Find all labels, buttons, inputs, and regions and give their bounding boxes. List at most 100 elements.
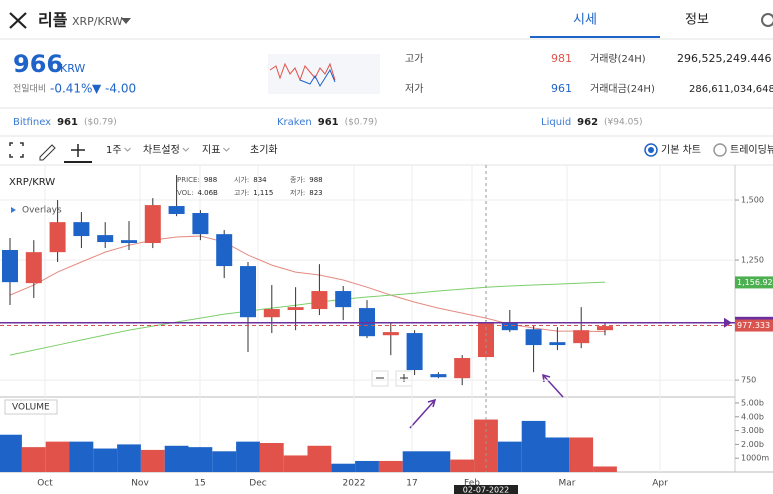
candle-body xyxy=(311,291,328,310)
candle-body xyxy=(2,249,18,283)
y-tick-label: 1,250 xyxy=(741,256,764,265)
volume-label: VOLUME xyxy=(12,403,50,413)
info-label: 고가: xyxy=(234,188,249,197)
info-value: 823 xyxy=(309,189,322,197)
volume-bar xyxy=(593,466,617,472)
candle-body xyxy=(25,252,42,284)
x-tick-label: Feb xyxy=(464,479,480,489)
volume-bar xyxy=(212,451,237,472)
price-label-bg xyxy=(735,319,773,332)
pair: XRP/KRW xyxy=(72,15,123,28)
candle-body xyxy=(216,234,233,267)
stat-value: 961 xyxy=(551,82,572,95)
dropdown-caret xyxy=(182,147,190,152)
stat-label: 거래대금(24H) xyxy=(590,83,655,95)
exchange-name[interactable]: Kraken xyxy=(277,117,312,128)
stat-label: 저가 xyxy=(405,83,423,95)
volume-bar xyxy=(450,459,475,472)
info-label: PRICE: xyxy=(177,176,200,184)
pencil-tool[interactable] xyxy=(39,144,56,161)
volume-bar xyxy=(0,434,22,472)
candle-body xyxy=(192,213,209,235)
candle-body xyxy=(501,322,518,331)
x-tick-label: Apr xyxy=(652,479,668,489)
exchange-name[interactable]: Liquid xyxy=(541,117,571,128)
sparkline xyxy=(299,68,336,88)
volume-bar xyxy=(307,445,332,472)
coin-name: 리플 xyxy=(38,11,68,30)
overlays-toggle[interactable]: Overlays xyxy=(22,206,62,216)
v-tick-label: 5.00b xyxy=(741,398,764,407)
volume-bar xyxy=(545,437,570,472)
overlay-caret[interactable] xyxy=(11,207,16,213)
x-tick-label: 15 xyxy=(194,479,205,489)
info-value: 834 xyxy=(253,176,267,184)
price-label: 977.333 xyxy=(737,321,770,330)
price-marker xyxy=(724,317,732,328)
candle-body xyxy=(549,342,566,346)
candle-body xyxy=(382,332,399,336)
exchange-price: 962 xyxy=(577,117,598,128)
x-tick-label: 17 xyxy=(406,479,417,489)
volume-bar xyxy=(259,443,284,472)
exchange-fx: ($0.79) xyxy=(345,118,378,128)
plus-tool[interactable] xyxy=(71,144,85,157)
logo xyxy=(9,12,27,29)
moving-average xyxy=(9,281,606,356)
candle-body xyxy=(430,374,447,378)
sparkline-box xyxy=(268,54,380,94)
info-label: VOL: xyxy=(177,189,193,197)
volume-bar xyxy=(355,460,379,472)
stat-label: 거래량(24H) xyxy=(590,53,646,65)
volume-bar xyxy=(69,441,94,472)
v-tick-label: 3.00b xyxy=(741,426,764,435)
x-tick-label: Dec xyxy=(249,479,266,489)
chart-mode[interactable]: 기본 차트 xyxy=(661,144,701,156)
dropdown-caret xyxy=(124,147,131,152)
settings-icon[interactable] xyxy=(761,13,773,27)
volume-bar xyxy=(140,449,165,472)
candle-body xyxy=(49,222,66,253)
x-tick-label: Mar xyxy=(559,479,576,489)
toolbar-item[interactable]: 1주 xyxy=(106,145,122,156)
candle-body xyxy=(406,333,423,371)
price-label: 1,156.92 xyxy=(737,278,773,287)
chart-title: XRP/KRW xyxy=(9,177,55,188)
candle-body xyxy=(168,206,185,214)
toolbar-item[interactable]: 초기화 xyxy=(250,144,278,156)
v-tick-label: 2.00b xyxy=(741,440,764,449)
candle-body xyxy=(287,307,304,311)
info-value: 1,115 xyxy=(253,189,273,197)
exchange-name[interactable]: Bitfinex xyxy=(13,117,51,128)
volume-bar xyxy=(283,455,308,472)
toolbar-item[interactable]: 차트설정 xyxy=(143,144,180,156)
y-tick-label: 1,500 xyxy=(741,196,764,205)
volume-bar xyxy=(497,441,522,472)
exchange-fx: ($0.79) xyxy=(84,118,117,128)
candle-body xyxy=(73,222,90,237)
chart-mode[interactable]: 트레이딩뷰 xyxy=(730,144,773,156)
info-label: 시가: xyxy=(234,175,249,184)
dropdown-caret xyxy=(223,147,230,152)
crosshair-tool[interactable] xyxy=(9,142,24,158)
exchange-price: 961 xyxy=(318,117,339,128)
tab[interactable]: 정보 xyxy=(685,13,709,28)
volume-bar xyxy=(93,448,118,472)
radio[interactable] xyxy=(713,143,727,157)
y-tick-label: 750 xyxy=(741,376,756,385)
candle-body xyxy=(335,291,352,308)
radio-selected[interactable] xyxy=(644,143,658,157)
radio-dot xyxy=(648,147,654,153)
volume-bar xyxy=(378,460,403,472)
toolbar-item[interactable]: 지표 xyxy=(202,144,220,156)
price: 966 xyxy=(13,50,63,78)
candle-body xyxy=(597,326,613,331)
crosshair-date-bg xyxy=(454,485,518,494)
pair-dropdown[interactable] xyxy=(121,18,131,24)
candle-body xyxy=(97,235,114,243)
v-tick-label: 1000m xyxy=(741,454,769,463)
tab-active[interactable]: 시세 xyxy=(573,13,597,28)
exchange-price: 961 xyxy=(57,117,78,128)
